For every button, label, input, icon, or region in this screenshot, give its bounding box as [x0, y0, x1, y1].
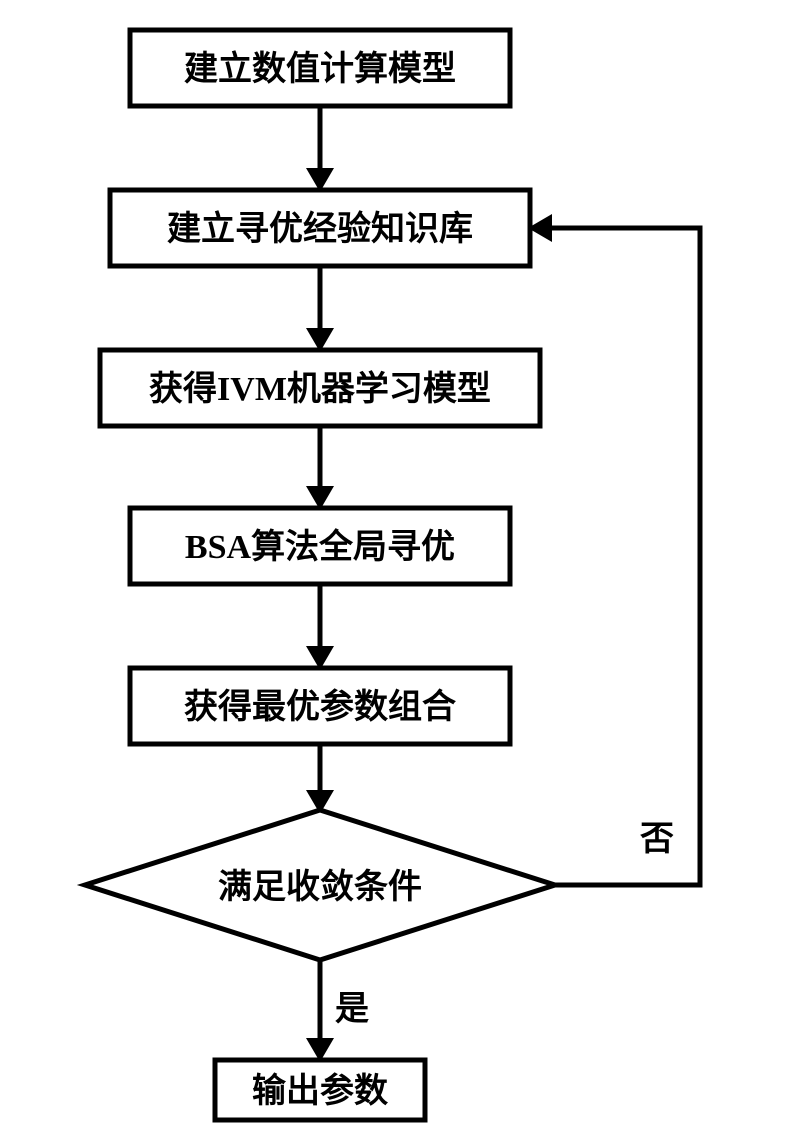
edge-n6-n2 — [544, 228, 700, 885]
node-n3-label: 获得IVM机器学习模型 — [149, 369, 491, 408]
node-n2-label: 建立寻优经验知识库 — [167, 209, 473, 248]
node-n7-label: 输出参数 — [252, 1072, 388, 1110]
edge-n6-n2-label: 否 — [640, 821, 674, 858]
flowchart: 建立数值计算模型 建立寻优经验知识库 获得IVM机器学习模型 BSA算法全局寻优… — [0, 0, 800, 1127]
node-n4-label: BSA算法全局寻优 — [185, 527, 455, 566]
node-n6-label: 满足收敛条件 — [218, 868, 422, 906]
node-n1-label: 建立数值计算模型 — [184, 50, 456, 88]
node-n5-label: 获得最优参数组合 — [184, 688, 456, 726]
edge-n6-n7-label: 是 — [335, 991, 369, 1028]
